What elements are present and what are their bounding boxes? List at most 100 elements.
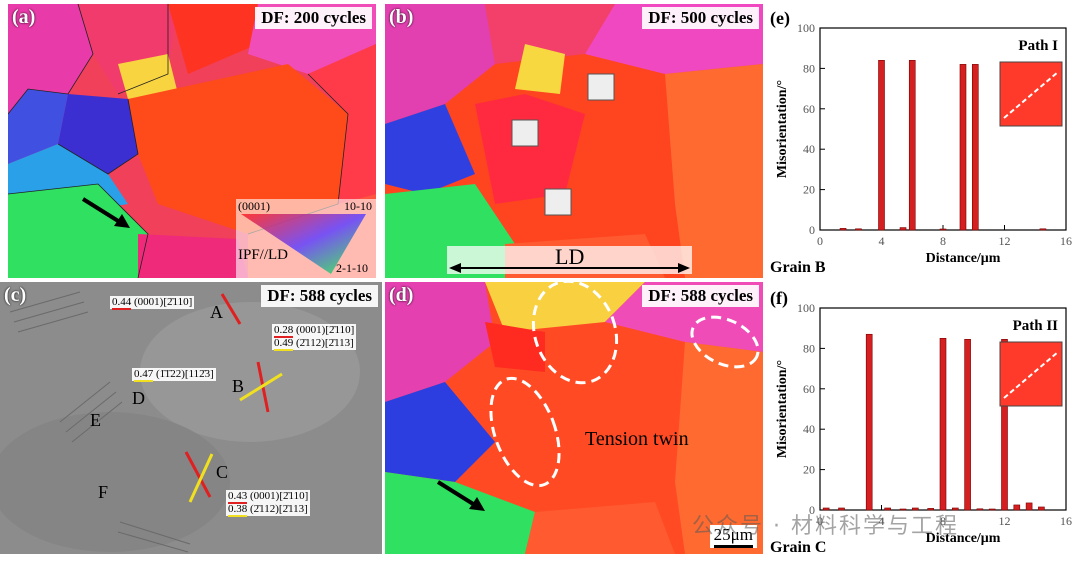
chart-e-grain-label: Grain B	[770, 259, 826, 276]
chart-e-bar	[878, 60, 885, 231]
chart-f-bar	[1025, 502, 1033, 511]
chart-f-bar	[976, 508, 984, 511]
chart-e-title: Path I	[1018, 38, 1058, 54]
ld-arrow: LD	[447, 244, 692, 274]
ipf-legend: (0001) 10-10 IPF//LD 2-1-10	[236, 199, 376, 278]
grain-e-label: E	[90, 410, 101, 430]
ebsd-map-a	[8, 4, 376, 278]
chart-f-bar	[939, 337, 947, 511]
chart-f-bar	[912, 507, 919, 511]
grain-f-label: F	[98, 482, 109, 502]
chart-e-ytick-label: 80	[803, 61, 815, 75]
panel-e-chart: 0 20 40 60 80 100 0 4 8 12 16 Path I Distance/μm Miso…	[768, 4, 1080, 278]
ipf-bottom: 2-1-10	[336, 261, 368, 275]
chart-e-xlabel: Distance/μm	[926, 251, 1001, 266]
annotation-4: 0.47 (1̄1̄22)[112̄3]	[132, 368, 216, 382]
scale-bar-label: 25μm	[713, 525, 753, 544]
chart-f-bar	[822, 507, 830, 511]
tension-twin-label: Tension twin	[585, 428, 689, 450]
annotation-3-text: (2̄112)[2̄113]	[296, 337, 354, 349]
chart-e-xtick-label: 4	[879, 234, 885, 248]
annotation-2-value: 0.28	[274, 324, 294, 338]
panel-a-ebsd-map: (a) DF: 200 cycles (0001) 10-10 IPF//LD …	[8, 4, 376, 278]
chart-f-ytick-label: 20	[803, 463, 815, 477]
chart-e-xtick-label: 8	[940, 234, 946, 248]
ipf-top-left: (0001)	[238, 199, 270, 213]
panel-d-label: (d)	[389, 284, 414, 306]
annotation-5: 0.43 (0001)[2̄110] 0.38 (2̄112)[2̄113]	[226, 490, 311, 517]
chart-f-bar	[964, 339, 971, 511]
chart-f-xtick-label: 16	[1060, 514, 1072, 528]
panel-b-cycles: DF: 500 cycles	[642, 7, 759, 29]
ebsd-map-b	[385, 4, 763, 278]
chart-e-inset-path	[1003, 71, 1059, 119]
chart-f-xtick-label: 12	[999, 514, 1011, 528]
panel-a-label: (a)	[12, 6, 36, 28]
chart-f-ylabel: Misorientation/°	[775, 360, 790, 458]
panel-f-chart: 0 20 40 60 80 100 0 4 8 12 16 Path II Distance/μm Mis…	[768, 284, 1080, 563]
chart-e-svg: 0 20 40 60 80 100 0 4 8 12 16 Path I Distance/μm Miso…	[770, 8, 1072, 276]
chart-e-xtick-label: 0	[817, 234, 823, 248]
annotation-1-value: 0.44	[112, 296, 132, 310]
chart-f-bar	[952, 507, 959, 511]
grain-d-label: D	[132, 388, 145, 408]
chart-e-bar	[855, 228, 862, 231]
chart-f-xtick-label: 8	[940, 514, 946, 528]
annotation-1-text: (0001)[2̄110]	[134, 296, 193, 308]
chart-e-inset-map	[999, 61, 1063, 127]
chart-f-bar	[899, 508, 907, 511]
panel-b-ebsd-map: (b) DF: 500 cycles LD	[385, 4, 763, 278]
watermark: 公众号 · 材料科学与工程	[692, 514, 959, 539]
annotation-4-value: 0.47	[134, 368, 154, 382]
chart-f-ytick-label: 40	[803, 422, 815, 436]
annotation-3-value: 0.49	[274, 337, 294, 351]
panel-c-sem-image: (c) DF: 588 cycles 0.44 (0001)[2̄110] 0.…	[0, 282, 382, 554]
arrow-icon	[436, 480, 485, 511]
panel-c-cycles: DF: 588 cycles	[261, 285, 378, 307]
chart-e-plot-frame	[819, 27, 1067, 231]
annotation-2-text: (0001)[2̄110]	[296, 324, 355, 336]
chart-e-xtick-label: 16	[1060, 234, 1072, 248]
chart-f-xtick-label: 0	[817, 514, 823, 528]
chart-e-bar	[839, 228, 847, 231]
chart-e-panel-label: (e)	[770, 8, 790, 29]
chart-f-grain-label: Grain C	[770, 539, 826, 556]
grain-b-label: B	[232, 376, 245, 396]
panel-c-label: (c)	[4, 284, 27, 306]
panel-d-ebsd-map: (d) DF: 588 cycles Tension twin 25μm	[385, 282, 763, 554]
scale-bar-line	[713, 545, 753, 548]
annotation-6-value: 0.38	[228, 503, 248, 517]
chart-f-xtick-label: 4	[879, 514, 885, 528]
annotation-6-text: (2̄112)[2̄113]	[250, 503, 308, 515]
chart-f-bar	[884, 507, 891, 511]
chart-f-ytick-label: 60	[803, 382, 815, 396]
chart-e-ylabel: Misorientation/°	[775, 80, 790, 178]
chart-e-bar	[971, 64, 979, 231]
chart-f-xlabel: Distance/μm	[926, 531, 1001, 546]
chart-f-svg: 0 20 40 60 80 100 0 4 8 12 16 Path II Distance/μm Mis…	[770, 288, 1072, 556]
chart-f-bar	[1013, 504, 1021, 511]
grain-c-label: C	[216, 462, 229, 482]
chart-f-bar	[838, 507, 845, 511]
chart-f-bar	[988, 508, 996, 511]
chart-f-ytick-label: 100	[797, 301, 815, 315]
chart-e-ytick-label: 40	[803, 142, 815, 156]
ld-arrow-icon	[449, 263, 690, 273]
chart-e-ytick-label: 20	[803, 183, 815, 197]
scale-bar: 25μm	[709, 525, 757, 548]
chart-e-ytick-label: 0	[809, 223, 815, 237]
annotation-2: 0.28 (0001)[2̄110] 0.49 (2̄112)[2̄113]	[272, 324, 357, 351]
chart-f-panel-label: (f)	[770, 288, 788, 309]
ld-label: LD	[555, 244, 585, 269]
chart-e-ytick-label: 60	[803, 102, 815, 116]
chart-f-bar	[1038, 506, 1045, 511]
ipf-triangle	[241, 214, 366, 274]
panel-d-cycles: DF: 588 cycles	[642, 285, 759, 307]
chart-f-bar	[927, 508, 934, 511]
grain-a-label: A	[210, 302, 223, 322]
chart-f-ytick-label: 0	[809, 503, 815, 517]
chart-e-bar	[899, 227, 907, 231]
ipf-axis: IPF//LD	[238, 247, 289, 263]
panel-b-label: (b)	[389, 6, 414, 28]
chart-e-xtick-label: 12	[999, 234, 1011, 248]
